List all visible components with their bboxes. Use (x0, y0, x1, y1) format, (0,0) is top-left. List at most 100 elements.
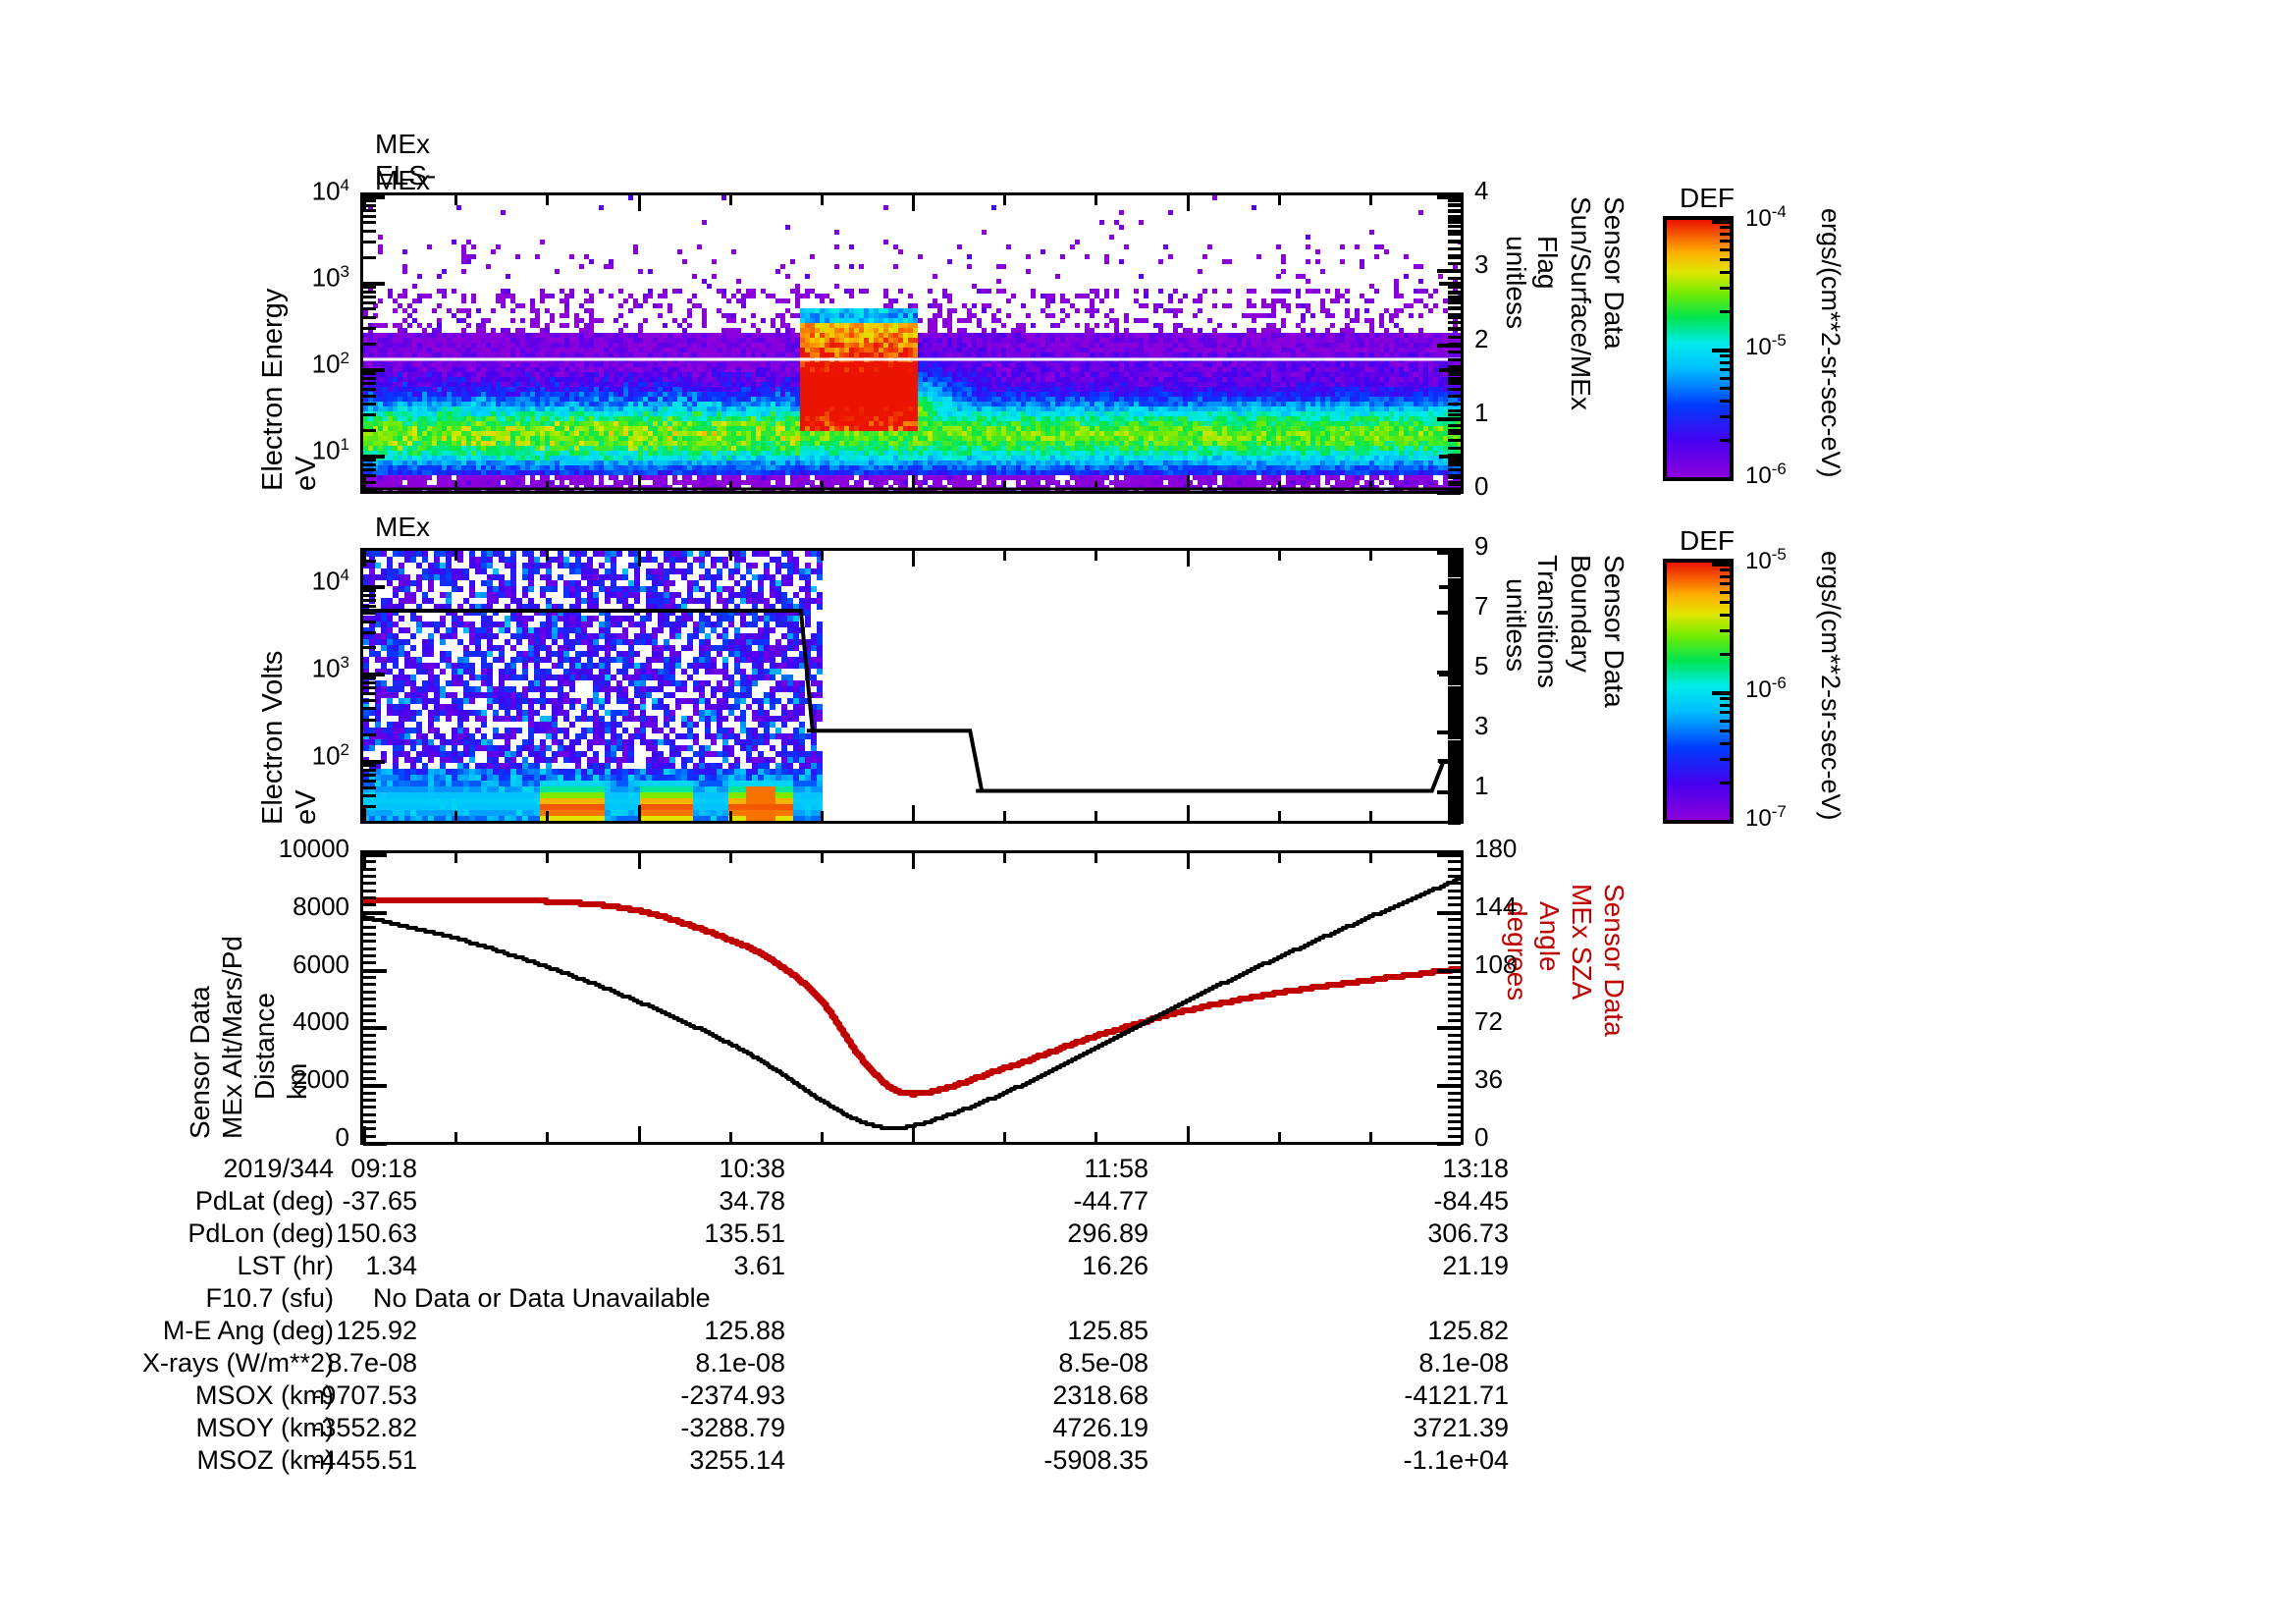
info-row-value: 16.26 (1082, 1251, 1148, 1280)
info-row-value: 8.5e-08 (1058, 1348, 1148, 1378)
colorbar-1-title: DEF (1680, 183, 1735, 213)
els-ytick-10^4: 104 (311, 176, 349, 206)
els-ytick-10^3: 103 (311, 262, 349, 293)
ima-right-tick-7: 7 (1474, 591, 1489, 622)
info-row-value: -84.45 (1433, 1186, 1509, 1216)
ima-left-axis-label: Electron Volts eV (257, 555, 322, 830)
info-row-value: -5908.35 (1043, 1445, 1148, 1475)
alt-ytick-0: 0 (335, 1122, 349, 1152)
ima-ytick-1e3: 103 (311, 653, 349, 683)
info-row-value: 125.88 (704, 1316, 785, 1345)
info-row-value: 125.92 (336, 1316, 417, 1345)
orbit-geometry-canvas (363, 853, 1461, 1142)
ima-ytick-1e2: 102 (311, 739, 349, 771)
els-right-tick-1: 1 (1474, 397, 1489, 427)
colorbar-2[interactable] (1663, 559, 1734, 824)
info-row-value: -37.65 (342, 1186, 417, 1216)
els-spectrogram-panel[interactable] (360, 192, 1464, 494)
els-spectrogram-canvas (363, 195, 1461, 491)
els-left-axis-label-line1: Electron Energy (257, 288, 289, 491)
info-row-value: 09:18 (350, 1154, 417, 1183)
info-row-value: -4121.71 (1404, 1380, 1509, 1410)
info-row-value: 21.19 (1442, 1251, 1509, 1280)
info-row-value: 306.73 (1427, 1218, 1509, 1248)
ima-right-axis-label-line2: Boundary (1566, 555, 1596, 673)
info-row-value: -44.77 (1073, 1186, 1148, 1216)
info-row-value: 34.78 (719, 1186, 785, 1216)
ima-right-tick-3: 3 (1474, 711, 1489, 741)
els-right-tick-3: 3 (1474, 249, 1489, 280)
sza-ytick-36: 36 (1474, 1064, 1503, 1095)
colorbar-2-title: DEF (1680, 525, 1735, 556)
sza-right-axis-label-line2: MEx SZA (1567, 884, 1597, 1001)
info-row-label: MSOY (km) (195, 1413, 335, 1442)
info-row-value: 1.34 (365, 1251, 417, 1280)
info-row-value: 135.51 (704, 1218, 785, 1248)
ima-right-axis-label-line4: unitless (1501, 578, 1531, 672)
els-right-axis-label-line4: unitless (1501, 236, 1531, 329)
info-row-value: -3552.82 (312, 1413, 417, 1442)
ima-right-tick-1: 1 (1474, 771, 1489, 801)
info-row-value: 8.7e-08 (327, 1348, 417, 1378)
info-row-label: PdLat (deg) (194, 1186, 334, 1216)
info-row-value: 125.85 (1067, 1316, 1148, 1345)
els-ytick-10^2: 102 (311, 349, 349, 379)
info-row-value: 150.63 (336, 1218, 417, 1248)
els-right-tick-0: 0 (1474, 471, 1489, 501)
els-left-axis-label-line2: eV (291, 456, 322, 491)
ima-ytick-1e4: 104 (311, 566, 349, 596)
els-right-axis-label-line3: Flag (1532, 236, 1563, 290)
ima-right-axis-label-line3: Transitions (1532, 555, 1563, 688)
info-row-label: F10.7 (sfu) (205, 1283, 334, 1313)
colorbar-1[interactable] (1663, 216, 1734, 481)
alt-left-axis-label-line4: km (282, 1062, 312, 1100)
alt-left-axis-label-line1: Sensor Data (185, 986, 215, 1139)
ima-right-axis-label: Sensor Data Boundary Transitions unitles… (1501, 555, 1659, 830)
sza-right-axis-label-line4: degrees (1502, 901, 1532, 1001)
info-row-value: 3.61 (733, 1251, 785, 1280)
info-row-value: -1.1e+04 (1403, 1445, 1509, 1475)
info-row-value: 8.1e-08 (695, 1348, 785, 1378)
info-row-value: 3255.14 (689, 1445, 785, 1475)
els-right-axis-label: Sensor Data Sun/Surface/MEx Flag unitles… (1501, 196, 1659, 491)
colorbar-2-units-text: ergs/(cm**2-sr-sec-eV) (1816, 551, 1845, 821)
orbit-geometry-panel[interactable] (360, 850, 1464, 1145)
els-right-axis-label-line2: Sun/Surface/MEx (1566, 196, 1596, 410)
alt-left-axis-label-line2: MEx Alt/Mars/Pd (217, 936, 247, 1139)
info-row-label: PdLon (deg) (187, 1218, 334, 1248)
info-row-label: X-rays (W/m**2) (142, 1348, 334, 1378)
colorbar-1-units-text: ergs/(cm**2-sr-sec-eV) (1816, 208, 1845, 478)
info-row-value: 11:58 (1084, 1154, 1148, 1183)
info-row-value: 13:18 (1442, 1154, 1509, 1183)
info-row-label: 2019/344 (223, 1154, 334, 1183)
colorbar-2-gradient (1667, 563, 1730, 820)
info-row-label: MSOZ (km) (196, 1445, 334, 1475)
info-row-value: -4455.51 (312, 1445, 417, 1475)
colorbar-2-units: ergs/(cm**2-sr-sec-eV) (1772, 551, 1968, 836)
ima-right-tick-5: 5 (1474, 651, 1489, 681)
info-row-value: 8.1e-08 (1418, 1348, 1509, 1378)
info-row-value: 10:38 (719, 1154, 785, 1183)
info-row-value: 3721.39 (1413, 1413, 1509, 1442)
info-row-value: -9707.53 (312, 1380, 417, 1410)
alt-left-axis-label: Sensor Data MEx Alt/Mars/Pd Distance km (185, 854, 322, 1144)
info-row-value: -3288.79 (680, 1413, 785, 1442)
sza-ytick-72: 72 (1474, 1006, 1503, 1037)
info-row-value: 4726.19 (1052, 1413, 1148, 1442)
els-right-tick-2: 2 (1474, 323, 1489, 353)
sza-right-axis-label-line3: Angle (1534, 901, 1565, 972)
sza-ytick-0: 0 (1474, 1122, 1489, 1152)
ima-spectrogram-canvas (363, 551, 1461, 821)
info-row-label: LST (hr) (237, 1251, 334, 1280)
ima-left-axis-label-line1: Electron Volts (257, 650, 289, 825)
colorbar-1-units: ergs/(cm**2-sr-sec-eV) (1772, 208, 1968, 493)
colorbar-1-gradient (1667, 220, 1730, 477)
els-right-tick-4: 4 (1474, 176, 1489, 205)
ima-spectrogram-panel[interactable] (360, 548, 1464, 824)
info-row-value: -2374.93 (680, 1380, 785, 1410)
sza-right-axis-label-line1: Sensor Data (1599, 884, 1629, 1037)
sza-ytick-180: 180 (1474, 834, 1518, 863)
info-row-value: 2318.68 (1052, 1380, 1148, 1410)
alt-right-axis-label: Sensor Data MEx SZA Angle degrees (1502, 884, 1669, 1173)
info-row-label: M-E Ang (deg) (162, 1316, 334, 1345)
